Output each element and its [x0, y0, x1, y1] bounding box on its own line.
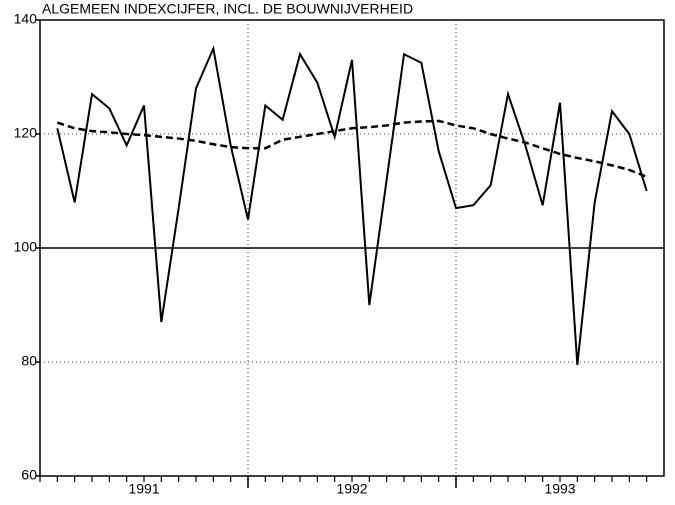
- y-tick-label: 80: [21, 353, 37, 369]
- y-tick-label: 100: [14, 239, 38, 255]
- y-tick-label: 140: [14, 11, 38, 27]
- chart-title: ALGEMEEN INDEXCIJFER, INCL. DE BOUWNIJVE…: [42, 1, 413, 17]
- data-line: [56, 45, 648, 365]
- y-tick-label: 120: [14, 125, 38, 141]
- trend-line: [56, 119, 648, 178]
- y-tick-label: 60: [21, 467, 37, 483]
- x-tick-label: 1992: [336, 481, 367, 497]
- x-tick-label: 1991: [128, 481, 159, 497]
- x-tick-label: 1993: [544, 481, 575, 497]
